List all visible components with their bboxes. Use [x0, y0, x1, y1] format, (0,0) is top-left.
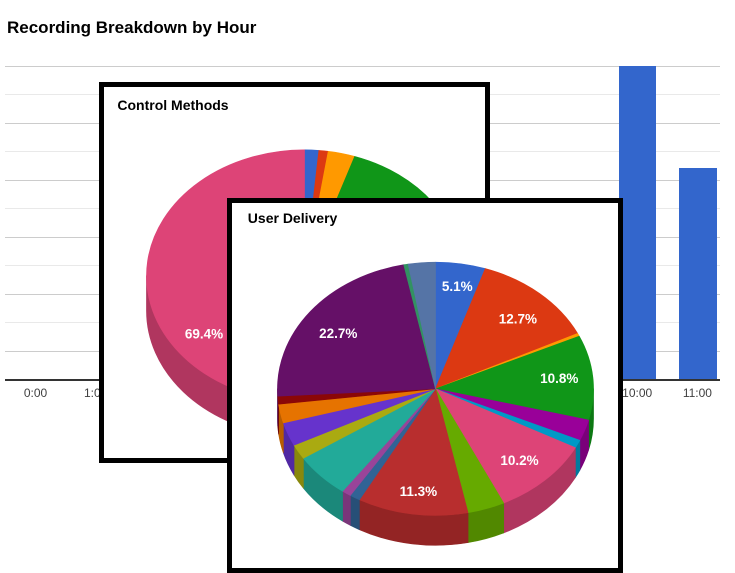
svg-text:69.4%: 69.4%	[185, 327, 223, 342]
svg-text:5.1%: 5.1%	[442, 279, 473, 294]
svg-text:11.3%: 11.3%	[400, 484, 438, 499]
svg-text:10.2%: 10.2%	[500, 453, 538, 468]
svg-text:12.7%: 12.7%	[499, 312, 537, 327]
svg-text:10.8%: 10.8%	[540, 371, 578, 386]
svg-text:22.7%: 22.7%	[319, 326, 357, 341]
